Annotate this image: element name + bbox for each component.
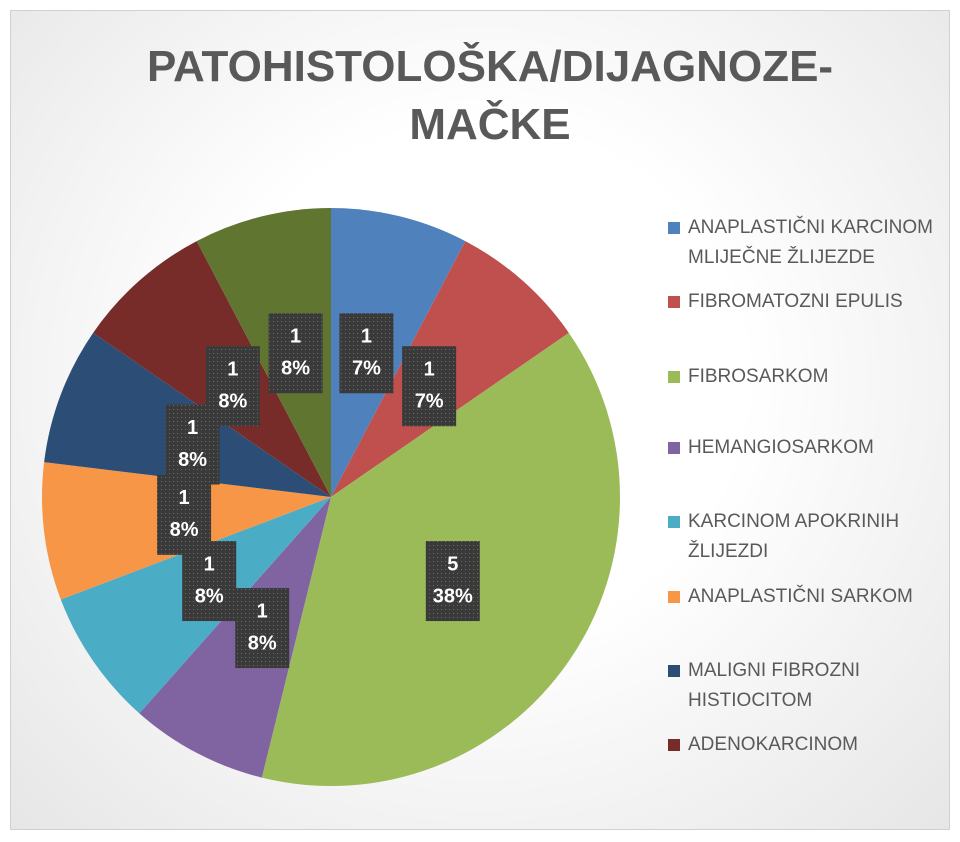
legend-label: ANAPLASTIČNI SARKOM (688, 586, 913, 607)
data-label-percent: 8% (218, 391, 247, 413)
data-label-value: 1 (424, 359, 435, 381)
legend-entry: ANAPLASTIČNI KARCINOM MLIJEČNE ŽLIJEZDE (668, 213, 943, 273)
data-label-percent: 7% (415, 391, 444, 413)
legend-entry: FIBROMATOZNI EPULIS (668, 287, 943, 317)
legend-entry: FIBROSARKOM (668, 362, 943, 392)
legend-label: HEMANGIOSARKOM (688, 437, 874, 458)
legend-swatch (668, 516, 680, 528)
data-label: 17% (339, 313, 394, 394)
data-label-value: 1 (290, 326, 301, 348)
legend-entry: MALIGNI FIBROZNI HISTIOCITOM (668, 656, 943, 716)
data-label-value: 1 (257, 600, 268, 622)
data-label-box (339, 313, 394, 394)
data-label: 18% (205, 346, 260, 427)
data-label-percent: 8% (248, 632, 277, 654)
data-label-percent: 8% (178, 449, 207, 471)
data-label-box (425, 541, 480, 622)
data-label-percent: 8% (170, 519, 199, 541)
legend-label: KARCINOM APOKRINIH ŽLIJEZDI (688, 511, 900, 562)
legend-entry: KARCINOM APOKRINIH ŽLIJEZDI (668, 507, 943, 567)
chart-title: PATOHISTOLOŠKA/DIJAGNOZE-MAČKE (146, 42, 834, 149)
data-label-percent: 38% (433, 585, 473, 607)
data-label: 18% (235, 588, 290, 669)
data-label-box (157, 474, 212, 555)
data-label: 18% (157, 474, 212, 555)
pie-slice (139, 497, 331, 778)
legend-label: ANAPLASTIČNI KARCINOM MLIJEČNE ŽLIJEZDE (688, 217, 933, 268)
data-label-percent: 8% (281, 358, 310, 380)
data-label: 18% (165, 404, 220, 485)
data-label-percent: 8% (195, 585, 224, 607)
data-label-box (402, 346, 457, 427)
pie-slice (331, 208, 466, 497)
data-label-value: 5 (447, 553, 458, 575)
legend-swatch (668, 739, 680, 751)
data-label-value: 1 (187, 417, 198, 439)
legend-swatch (668, 442, 680, 454)
data-label-percent: 7% (352, 358, 381, 380)
legend-label: ADENOKARCINOM (688, 734, 858, 755)
data-label-box (205, 346, 260, 427)
data-label-box (268, 313, 323, 394)
data-label: 18% (268, 313, 323, 394)
data-label-value: 1 (227, 359, 238, 381)
legend-label: FIBROMATOZNI EPULIS (688, 291, 903, 312)
pie-slice (196, 208, 331, 497)
legend-entry: HEMANGIOSARKOM (668, 433, 943, 463)
data-label-value: 1 (179, 487, 190, 509)
data-label-value: 1 (204, 553, 215, 575)
legend-label: MALIGNI FIBROZNI HISTIOCITOM (688, 660, 861, 711)
legend-swatch (668, 371, 680, 383)
data-label: 538% (425, 541, 480, 622)
data-label-value: 1 (361, 326, 372, 348)
legend-swatch (668, 222, 680, 234)
legend-swatch (668, 296, 680, 308)
legend-swatch (668, 665, 680, 677)
data-label: 17% (402, 346, 457, 427)
legend-label: FIBROSARKOM (688, 366, 829, 387)
data-label-box (235, 588, 290, 669)
legend-entry: ANAPLASTIČNI SARKOM (668, 582, 943, 612)
legend-entry: ADENOKARCINOM (668, 730, 943, 760)
legend-swatch (668, 591, 680, 603)
